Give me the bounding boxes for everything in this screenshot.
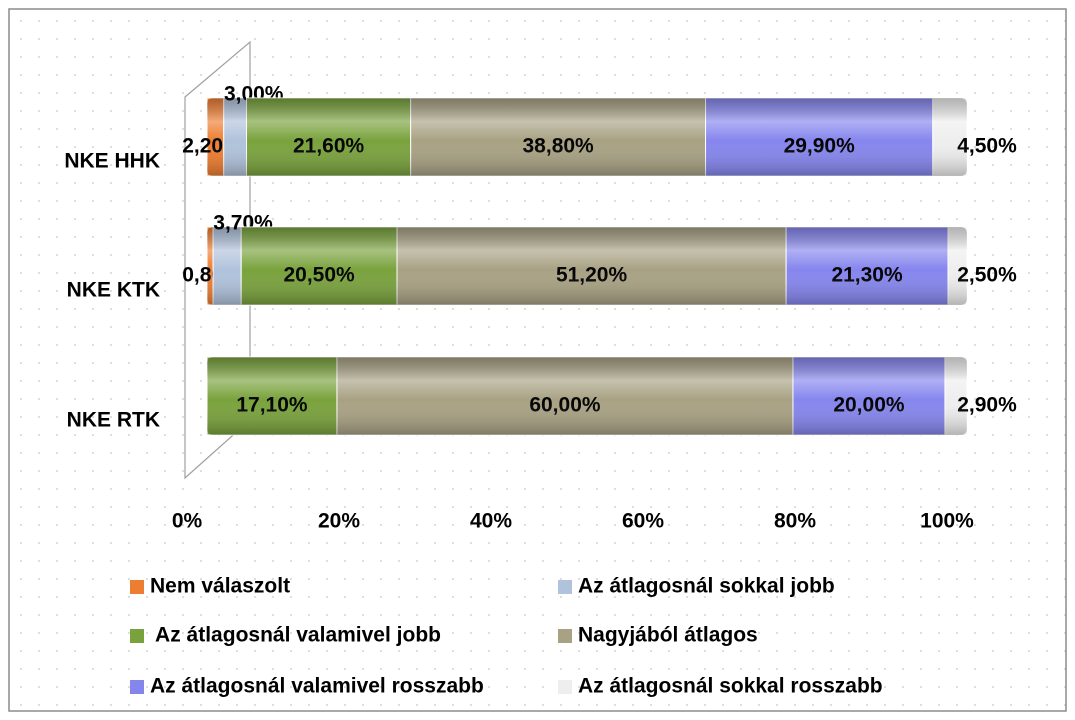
bar-shading	[207, 357, 967, 435]
legend-swatch	[130, 629, 144, 643]
x-tick-label: 100%	[920, 510, 974, 533]
x-tick-label: 0%	[172, 510, 203, 533]
y-tick-label: NKE KTK	[67, 279, 160, 302]
legend-swatch	[558, 629, 572, 643]
x-tick-label: 60%	[622, 510, 664, 533]
legend-label: Nagyjából átlagos	[578, 624, 758, 647]
legend-label: Az átlagosnál valamivel jobb	[150, 624, 441, 647]
data-label: 2,90%	[957, 394, 1017, 417]
x-tick-label: 40%	[470, 510, 512, 533]
legend-swatch	[558, 580, 572, 594]
x-tick-label: 80%	[774, 510, 816, 533]
legend-label: Az átlagosnál sokkal rosszabb	[578, 675, 883, 698]
data-label: 2,50%	[957, 264, 1017, 287]
bar-shading	[207, 227, 967, 305]
legend-swatch	[130, 680, 144, 694]
legend-label: Az átlagosnál valamivel rosszabb	[150, 675, 484, 698]
legend-label: Nem válaszolt	[150, 575, 290, 598]
legend-swatch	[130, 580, 144, 594]
legend-swatch	[558, 680, 572, 694]
x-tick-label: 20%	[318, 510, 360, 533]
data-label: 4,50%	[957, 135, 1017, 158]
bar-shading	[207, 98, 967, 176]
y-tick-label: NKE RTK	[67, 409, 160, 432]
y-tick-label: NKE HHK	[64, 150, 160, 173]
legend-label: Az átlagosnál sokkal jobb	[578, 575, 835, 598]
